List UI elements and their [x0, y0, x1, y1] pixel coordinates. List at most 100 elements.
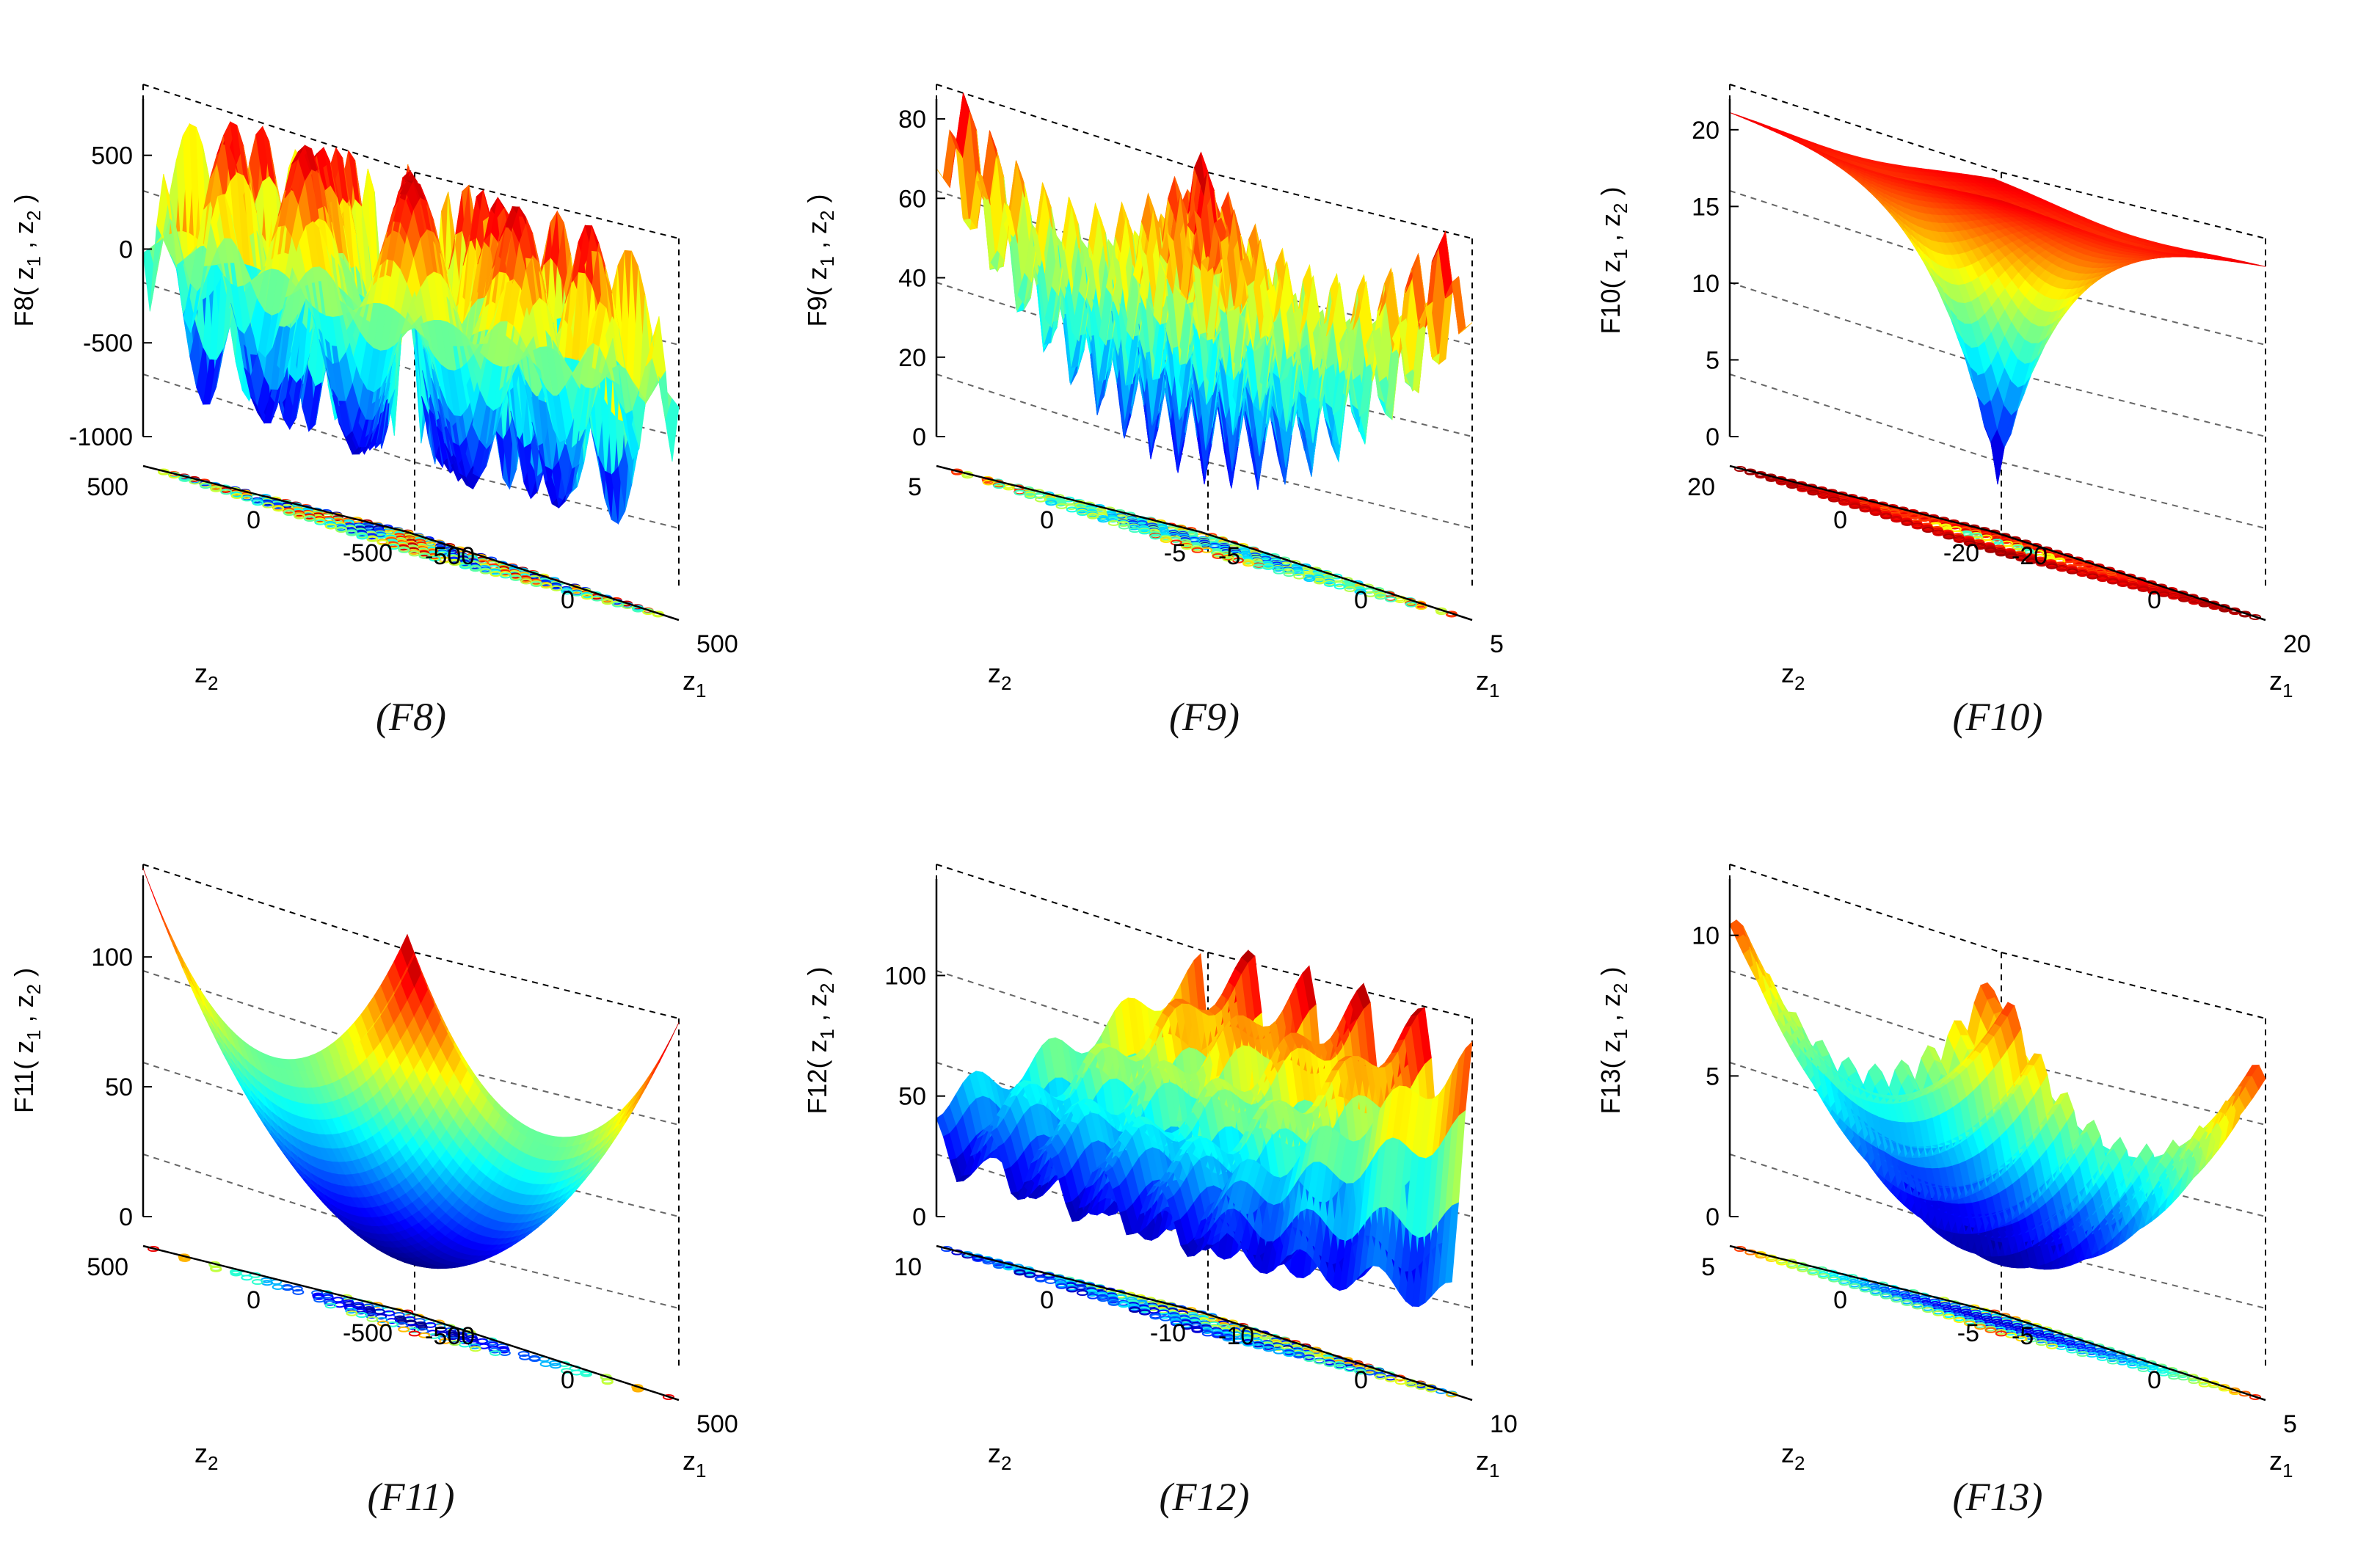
z-tick-label: 0	[912, 1203, 926, 1231]
y-tick-label: 5	[1701, 1253, 1715, 1281]
axis-box-front	[935, 99, 1473, 622]
y-tick-label: 500	[87, 473, 128, 501]
y-tick-label: 10	[894, 1253, 922, 1281]
x-tick-label: 0	[2147, 586, 2161, 614]
x-axis-label: z1	[1476, 666, 1499, 701]
x-tick-label: 0	[561, 586, 575, 614]
x-axis-label: z1	[2269, 666, 2293, 701]
y-tick-label: 0	[1833, 506, 1847, 534]
surface-plot-f9: 80 60 40 20 0 5 0 -5 -5 0 5 F9( z1 , z2 ) z2 z1 (F9)	[802, 84, 1504, 739]
z-tick-label: -500	[83, 329, 133, 357]
panel-f11: 100 50 0 500 0 -500 -500 0 500 F11( z1 , z2 ) z2 z1…	[0, 780, 793, 1560]
z-tick-label: 100	[91, 944, 133, 972]
surface-mesh	[142, 868, 680, 1269]
y-tick-label: -5	[1164, 539, 1186, 567]
x-tick-label: 0	[2147, 1366, 2161, 1394]
x-tick-label: 500	[696, 1410, 738, 1438]
z-tick-label: -1000	[69, 423, 133, 451]
y-axis-label: z2	[1781, 1438, 1805, 1474]
panel-f10: 20 15 10 5 0 20 0 -20 -20 0 20 F10( z1 , z2 ) z2 z1 (F…	[1587, 0, 2380, 780]
contour-plot	[1734, 1246, 2261, 1400]
y-axis-label: z2	[1781, 658, 1805, 694]
axis-box-front	[142, 879, 680, 1402]
surface-mesh	[1729, 919, 2266, 1270]
y-tick-label: 0	[247, 1286, 261, 1314]
z-axis-label: F13( z1 , z2 )	[1595, 967, 1631, 1115]
panel-caption: (F12)	[1160, 1475, 1250, 1519]
panel-caption: (F8)	[376, 695, 446, 739]
axis-box-front	[142, 99, 680, 622]
y-tick-label: 5	[908, 473, 922, 501]
axis-box-front	[1728, 99, 2266, 622]
surface-mesh	[1729, 112, 2266, 485]
y-axis-label: z2	[988, 1438, 1011, 1474]
surface-mesh	[142, 120, 680, 525]
x-axis-label: z1	[1476, 1446, 1499, 1481]
z-axis-label: F9( z1 , z2 )	[802, 194, 838, 327]
x-tick-label: 20	[2283, 630, 2311, 658]
x-tick-label: -500	[425, 542, 475, 570]
y-axis-label: z2	[988, 658, 1011, 694]
y-tick-label: -500	[343, 1319, 393, 1347]
x-tick-label: -5	[1218, 542, 1240, 570]
y-tick-label: 500	[87, 1253, 128, 1281]
x-tick-label: 500	[696, 630, 738, 658]
surface-plot-f10: 20 15 10 5 0 20 0 -20 -20 0 20 F10( z1 , z2 ) z2 z1 (F…	[1595, 84, 2311, 739]
z-axis-label: F12( z1 , z2 )	[802, 967, 838, 1115]
z-tick-label: 0	[119, 1203, 133, 1231]
z-axis-label: F10( z1 , z2 )	[1595, 187, 1631, 335]
panel-caption: (F10)	[1953, 695, 2043, 739]
panel-f13: 10 5 0 5 0 -5 -5 0 5 F13( z1 , z2 ) z2 z1 (F13)	[1587, 780, 2380, 1560]
y-tick-label: 0	[1833, 1286, 1847, 1314]
z-axis-label: F8( z1 , z2 )	[9, 194, 45, 327]
surface-plot-f8: 500 0 -500 -1000 500 0 -500 -500 0 500 F8( z1 , z2…	[9, 84, 738, 739]
y-axis-label: z2	[194, 1438, 218, 1474]
z-tick-label: 10	[1692, 270, 1720, 298]
y-tick-label: -10	[1150, 1319, 1186, 1347]
z-tick-label: 20	[1692, 117, 1720, 145]
z-tick-label: 15	[1692, 193, 1720, 221]
contour-plot	[950, 468, 1458, 618]
y-tick-label: -20	[1943, 539, 1979, 567]
x-tick-label: -20	[2012, 542, 2048, 570]
axis-box-front	[935, 879, 1473, 1402]
contour-plot	[148, 1246, 674, 1400]
z-tick-label: 5	[1706, 1063, 1720, 1090]
y-tick-label: -500	[343, 539, 393, 567]
x-tick-label: -5	[2012, 1322, 2034, 1350]
z-tick-label: 500	[91, 142, 133, 170]
x-axis-label: z1	[683, 666, 706, 701]
contour-plot	[1734, 466, 2261, 620]
z-tick-label: 0	[119, 236, 133, 263]
z-tick-label: 100	[884, 962, 926, 990]
z-tick-label: 10	[1692, 922, 1720, 950]
x-axis-label: z1	[683, 1446, 706, 1481]
z-tick-label: 0	[1706, 1203, 1720, 1231]
contour-plot	[941, 1246, 1458, 1398]
y-tick-label: 20	[1687, 473, 1715, 501]
y-tick-label: -5	[1957, 1319, 1979, 1347]
surface-plot-f13: 10 5 0 5 0 -5 -5 0 5 F13( z1 , z2 ) z2 z1 (F13)	[1595, 864, 2297, 1519]
z-tick-label: 60	[898, 185, 926, 213]
y-axis-label: z2	[194, 658, 218, 694]
x-tick-label: 0	[561, 1366, 575, 1394]
x-tick-label: 10	[1490, 1410, 1518, 1438]
z-tick-label: 0	[912, 423, 926, 451]
x-tick-label: 0	[1354, 586, 1368, 614]
panel-f9: 80 60 40 20 0 5 0 -5 -5 0 5 F9( z1 , z2 ) z2 z1 (F9)	[793, 0, 1587, 780]
x-tick-label: 5	[2283, 1410, 2297, 1438]
panel-caption: (F11)	[368, 1475, 455, 1519]
contour-plot	[157, 468, 665, 618]
z-tick-label: 0	[1706, 423, 1720, 451]
axis-box-front	[1728, 879, 2266, 1402]
panel-caption: (F13)	[1953, 1475, 2043, 1519]
z-axis-label: F11( z1 , z2 )	[9, 968, 45, 1113]
surface-mesh	[936, 92, 1473, 490]
y-tick-label: 0	[1040, 506, 1054, 534]
z-tick-label: 5	[1706, 346, 1720, 374]
z-tick-label: 50	[105, 1074, 133, 1101]
z-tick-label: 20	[898, 344, 926, 372]
panel-f8: 500 0 -500 -1000 500 0 -500 -500 0 500 F8( z1 , z2…	[0, 0, 793, 780]
